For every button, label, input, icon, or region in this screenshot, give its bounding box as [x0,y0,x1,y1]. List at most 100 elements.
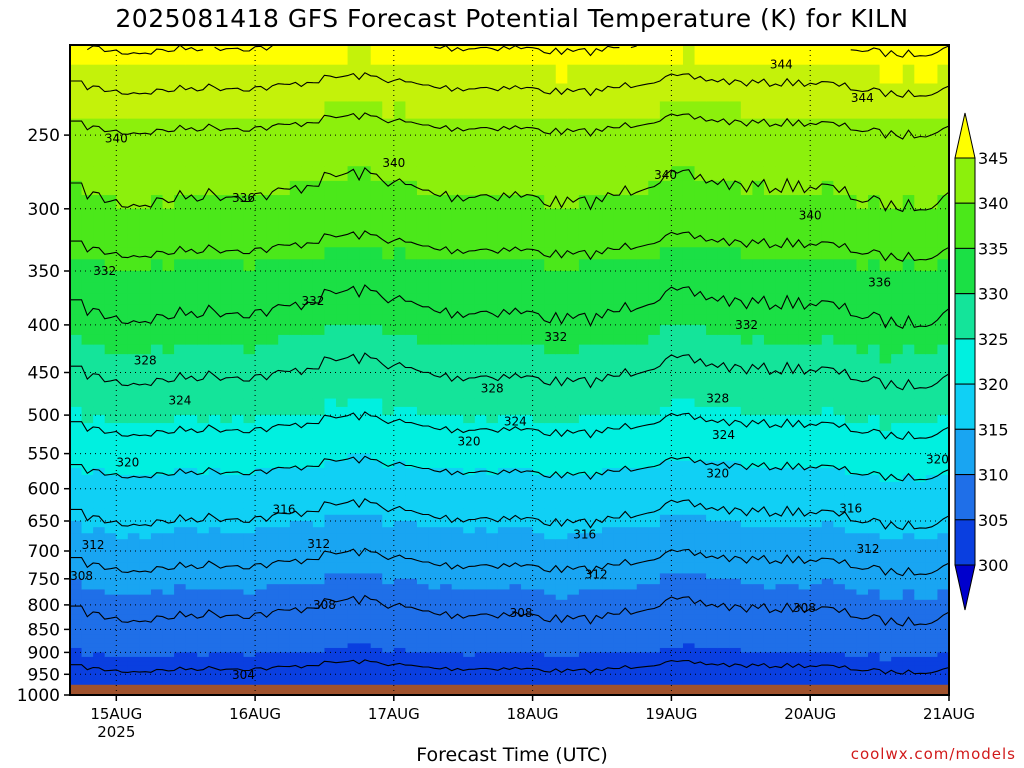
theta-cell [590,354,603,365]
theta-cell [150,195,164,210]
theta-cell [486,83,499,103]
theta-cell [347,460,360,469]
theta-cell [243,578,256,585]
theta-cell [336,488,349,496]
theta-cell [197,271,210,283]
theta-cell [116,467,129,476]
theta-cell [521,150,534,167]
theta-cell [752,609,765,616]
theta-cell [197,678,210,684]
theta-cell [659,293,673,305]
theta-cell [104,101,117,120]
theta-cell [278,584,291,591]
theta-cell [671,567,684,574]
theta-cell [359,344,372,355]
theta-cell [775,259,788,272]
theta-cell [694,208,707,223]
theta-cell [185,495,198,503]
theta-cell [93,415,106,424]
theta-cell [602,656,615,662]
theta-cell [659,398,673,408]
theta-cell [289,334,302,346]
theta-cell [521,604,534,611]
theta-cell [486,614,499,621]
theta-cell [752,467,765,476]
theta-cell [93,545,106,552]
theta-cell [104,372,117,382]
theta-cell [625,656,638,662]
theta-cell [185,550,198,558]
theta-cell [81,619,94,626]
theta-cell [555,282,568,295]
theta-cell [521,521,534,528]
theta-cell [416,488,430,496]
theta-cell [451,446,464,455]
theta-cell [324,495,337,503]
theta-cell [729,293,742,305]
theta-cell [405,334,418,346]
theta-cell [393,674,407,680]
theta-cell [509,234,522,248]
theta-cell [81,282,94,295]
theta-cell [336,398,349,408]
theta-cell [162,619,175,626]
theta-cell [255,501,268,509]
theta-cell [370,674,383,680]
theta-cell [509,118,522,136]
theta-cell [729,527,742,534]
theta-cell [521,195,534,210]
theta-cell [717,430,730,440]
theta-cell [474,495,487,503]
theta-cell [185,670,198,675]
theta-cell [266,208,279,223]
theta-cell [150,652,164,658]
theta-cell [289,282,302,295]
theta-cell [787,45,800,66]
theta-cell [775,334,788,346]
theta-cell [416,629,430,635]
theta-cell [625,545,638,552]
theta-cell [162,550,175,558]
theta-cell [370,550,383,558]
theta-cell [370,398,383,408]
theta-cell [740,656,753,662]
theta-cell [208,324,221,336]
theta-cell [428,363,441,374]
theta-cell [231,619,245,626]
theta-cell [405,634,418,640]
theta-cell [694,481,707,490]
theta-cell [231,647,245,654]
theta-cell [532,234,545,248]
theta-cell [706,533,719,540]
theta-cell [208,430,221,440]
theta-cell [266,670,279,675]
theta-cell [278,234,291,248]
theta-cell [578,45,592,66]
theta-cell [706,406,719,416]
theta-cell [486,550,499,558]
theta-cell [740,578,753,585]
theta-cell [463,556,476,563]
theta-cell [602,222,615,236]
theta-cell [625,398,638,408]
theta-cell [590,259,603,272]
theta-cell [763,45,777,66]
theta-cell [81,344,94,355]
theta-cell [150,390,164,400]
theta-cell [347,390,360,400]
theta-cell [682,314,696,326]
theta-cell [775,293,788,305]
theta-cell [370,150,383,167]
theta-cell [312,578,326,585]
theta-cell [382,259,395,272]
theta-cell [532,488,545,496]
theta-cell [197,467,210,476]
theta-cell [602,430,615,440]
theta-cell [474,45,487,66]
theta-cell [278,150,291,167]
theta-cell [150,180,164,196]
theta-cell [255,527,268,534]
theta-cell [405,344,418,355]
theta-cell [659,638,673,644]
theta-cell [451,584,464,591]
